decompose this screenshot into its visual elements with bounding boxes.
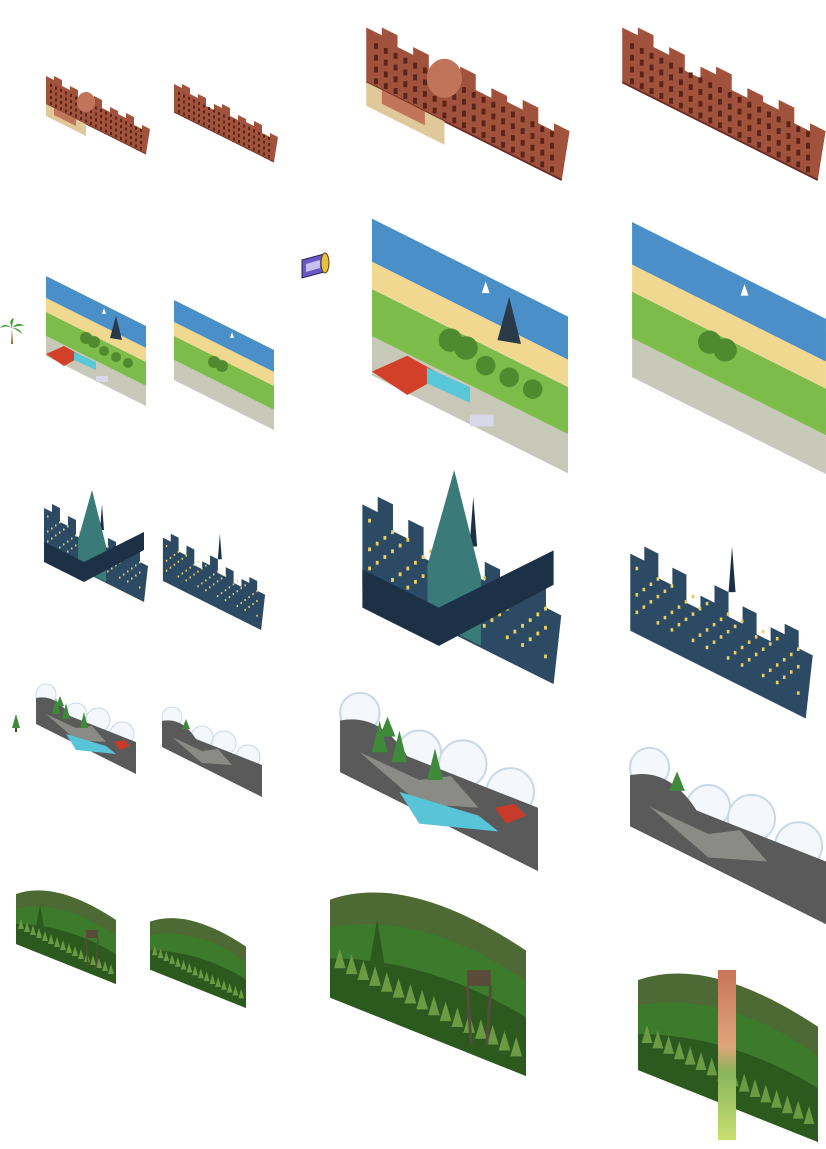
snow-rocks-large-lake <box>339 691 538 872</box>
beach-preview-resort <box>46 276 146 406</box>
snow-rocks-large-rocks <box>629 744 826 928</box>
color-scale-bar <box>718 970 736 1145</box>
forest-large-watchtower <box>330 880 526 1076</box>
snow-rocks-preview-lake <box>35 683 136 774</box>
palm-tree-icon <box>0 318 24 349</box>
beach-large-shore <box>632 222 826 474</box>
city-night-large-skyline <box>620 522 816 722</box>
pine-tree-icon <box>12 714 20 737</box>
city-brick-large-with-roof <box>365 4 570 181</box>
beach-preview-shore <box>174 300 274 430</box>
city-night-preview-tower <box>44 490 148 604</box>
wallpaper-roll-icon <box>300 252 330 285</box>
city-brick-large-skyline <box>621 4 826 181</box>
snow-rocks-preview-rocks <box>161 704 262 800</box>
city-brick-preview-with-roof <box>45 64 150 164</box>
beach-large-resort <box>372 218 568 474</box>
city-night-preview-skyline <box>162 520 266 632</box>
city-brick-preview-skyline <box>173 72 278 163</box>
forest-preview-watchtower <box>16 884 116 984</box>
forest-preview-hills <box>148 912 248 1008</box>
city-night-large-tower <box>360 470 562 688</box>
